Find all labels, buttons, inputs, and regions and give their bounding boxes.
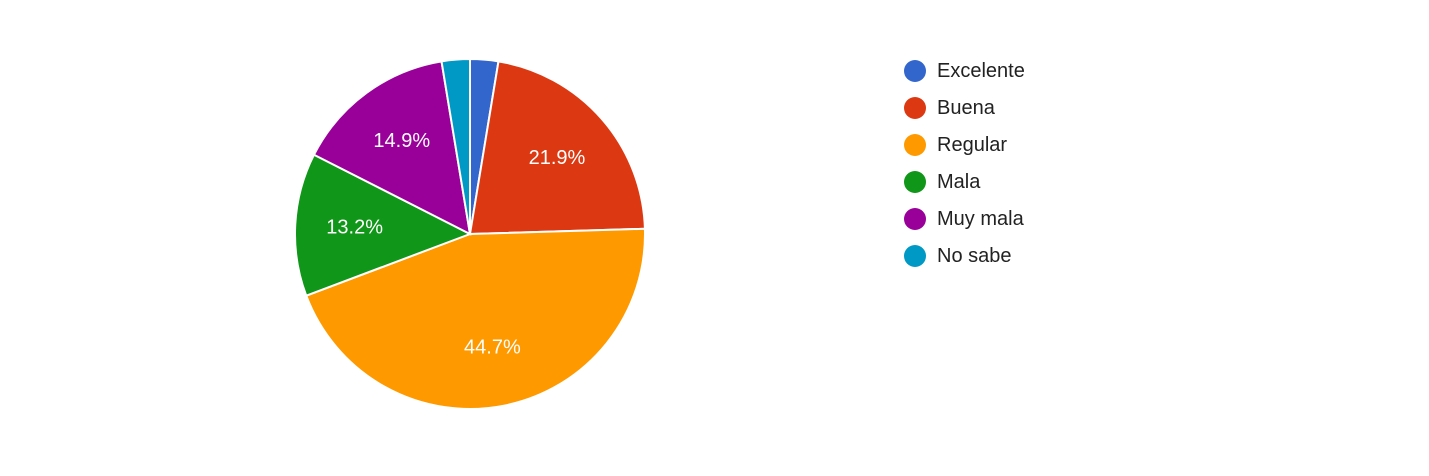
legend-swatch <box>904 208 926 230</box>
pie-slice-mala[interactable] <box>294 153 473 297</box>
legend-item-mala[interactable]: Mala <box>904 171 981 193</box>
pie-slice-buena[interactable] <box>468 60 646 236</box>
legend-label: Muy mala <box>937 208 1025 230</box>
pie-slice-no-sabe[interactable] <box>440 57 471 235</box>
legend-item-muy-mala[interactable]: Muy mala <box>904 208 1025 230</box>
pie-slices <box>294 57 646 410</box>
legend-label: Excelente <box>937 60 1025 82</box>
legend-swatch <box>904 171 926 193</box>
legend-item-excelente[interactable]: Excelente <box>904 60 1025 82</box>
slice-value-label: 21.9% <box>529 147 586 169</box>
legend-item-no-sabe[interactable]: No sabe <box>904 245 1012 267</box>
pie-slice-regular[interactable] <box>304 227 646 410</box>
legend-label: Regular <box>937 134 1007 156</box>
legend-swatch <box>904 134 926 156</box>
pie-slice-muy-mala[interactable] <box>312 60 472 236</box>
legend-label: No sabe <box>937 245 1012 267</box>
legend-swatch <box>904 97 926 119</box>
pie-slice-labels: 21.9% 44.7% 13.2% 14.9% <box>326 130 585 358</box>
slice-value-label: 13.2% <box>326 217 383 239</box>
legend: Excelente Buena Regular Mala Muy mala No sabe <box>904 60 1025 267</box>
legend-label: Buena <box>937 97 996 119</box>
slice-value-label: 44.7% <box>464 336 521 358</box>
legend-swatch <box>904 60 926 82</box>
legend-item-regular[interactable]: Regular <box>904 134 1007 156</box>
slice-value-label: 14.9% <box>373 130 430 152</box>
legend-item-buena[interactable]: Buena <box>904 97 996 119</box>
legend-label: Mala <box>937 171 981 193</box>
legend-swatch <box>904 245 926 267</box>
